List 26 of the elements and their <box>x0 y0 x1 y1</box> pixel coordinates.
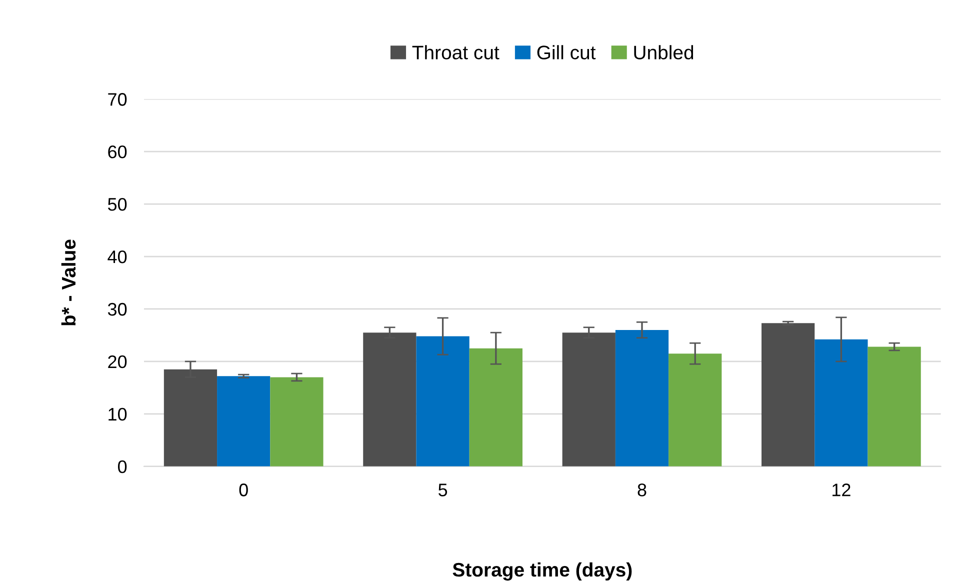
y-tick-label: 50 <box>108 198 127 211</box>
legend-label: Gill cut <box>537 45 596 60</box>
legend-label: Unbled <box>634 45 694 60</box>
y-tick-label: 0 <box>118 460 127 474</box>
bar <box>469 348 522 466</box>
x-tick-label: 8 <box>638 484 646 496</box>
y-tick-label: 20 <box>108 355 127 368</box>
y-axis-title: b* - Value <box>61 240 76 326</box>
bar <box>615 330 669 466</box>
y-tick-label: 40 <box>108 250 127 264</box>
bar <box>762 323 815 466</box>
bar <box>416 336 470 466</box>
bar <box>668 354 722 466</box>
bar <box>868 346 921 466</box>
legend-label: Throat cut <box>412 45 500 60</box>
y-tick-label: 30 <box>108 302 127 316</box>
x-tick-label: 5 <box>438 484 448 496</box>
bar <box>270 377 324 466</box>
bar <box>217 376 270 466</box>
y-tick-label: 10 <box>108 408 127 421</box>
y-tick-label: 70 <box>108 93 127 106</box>
y-tick-label: 60 <box>108 146 127 158</box>
bar <box>814 339 868 466</box>
x-axis-title: Storage time (days) <box>452 562 632 581</box>
x-tick-label: 12 <box>832 484 850 496</box>
x-tick-label: 0 <box>239 484 248 496</box>
